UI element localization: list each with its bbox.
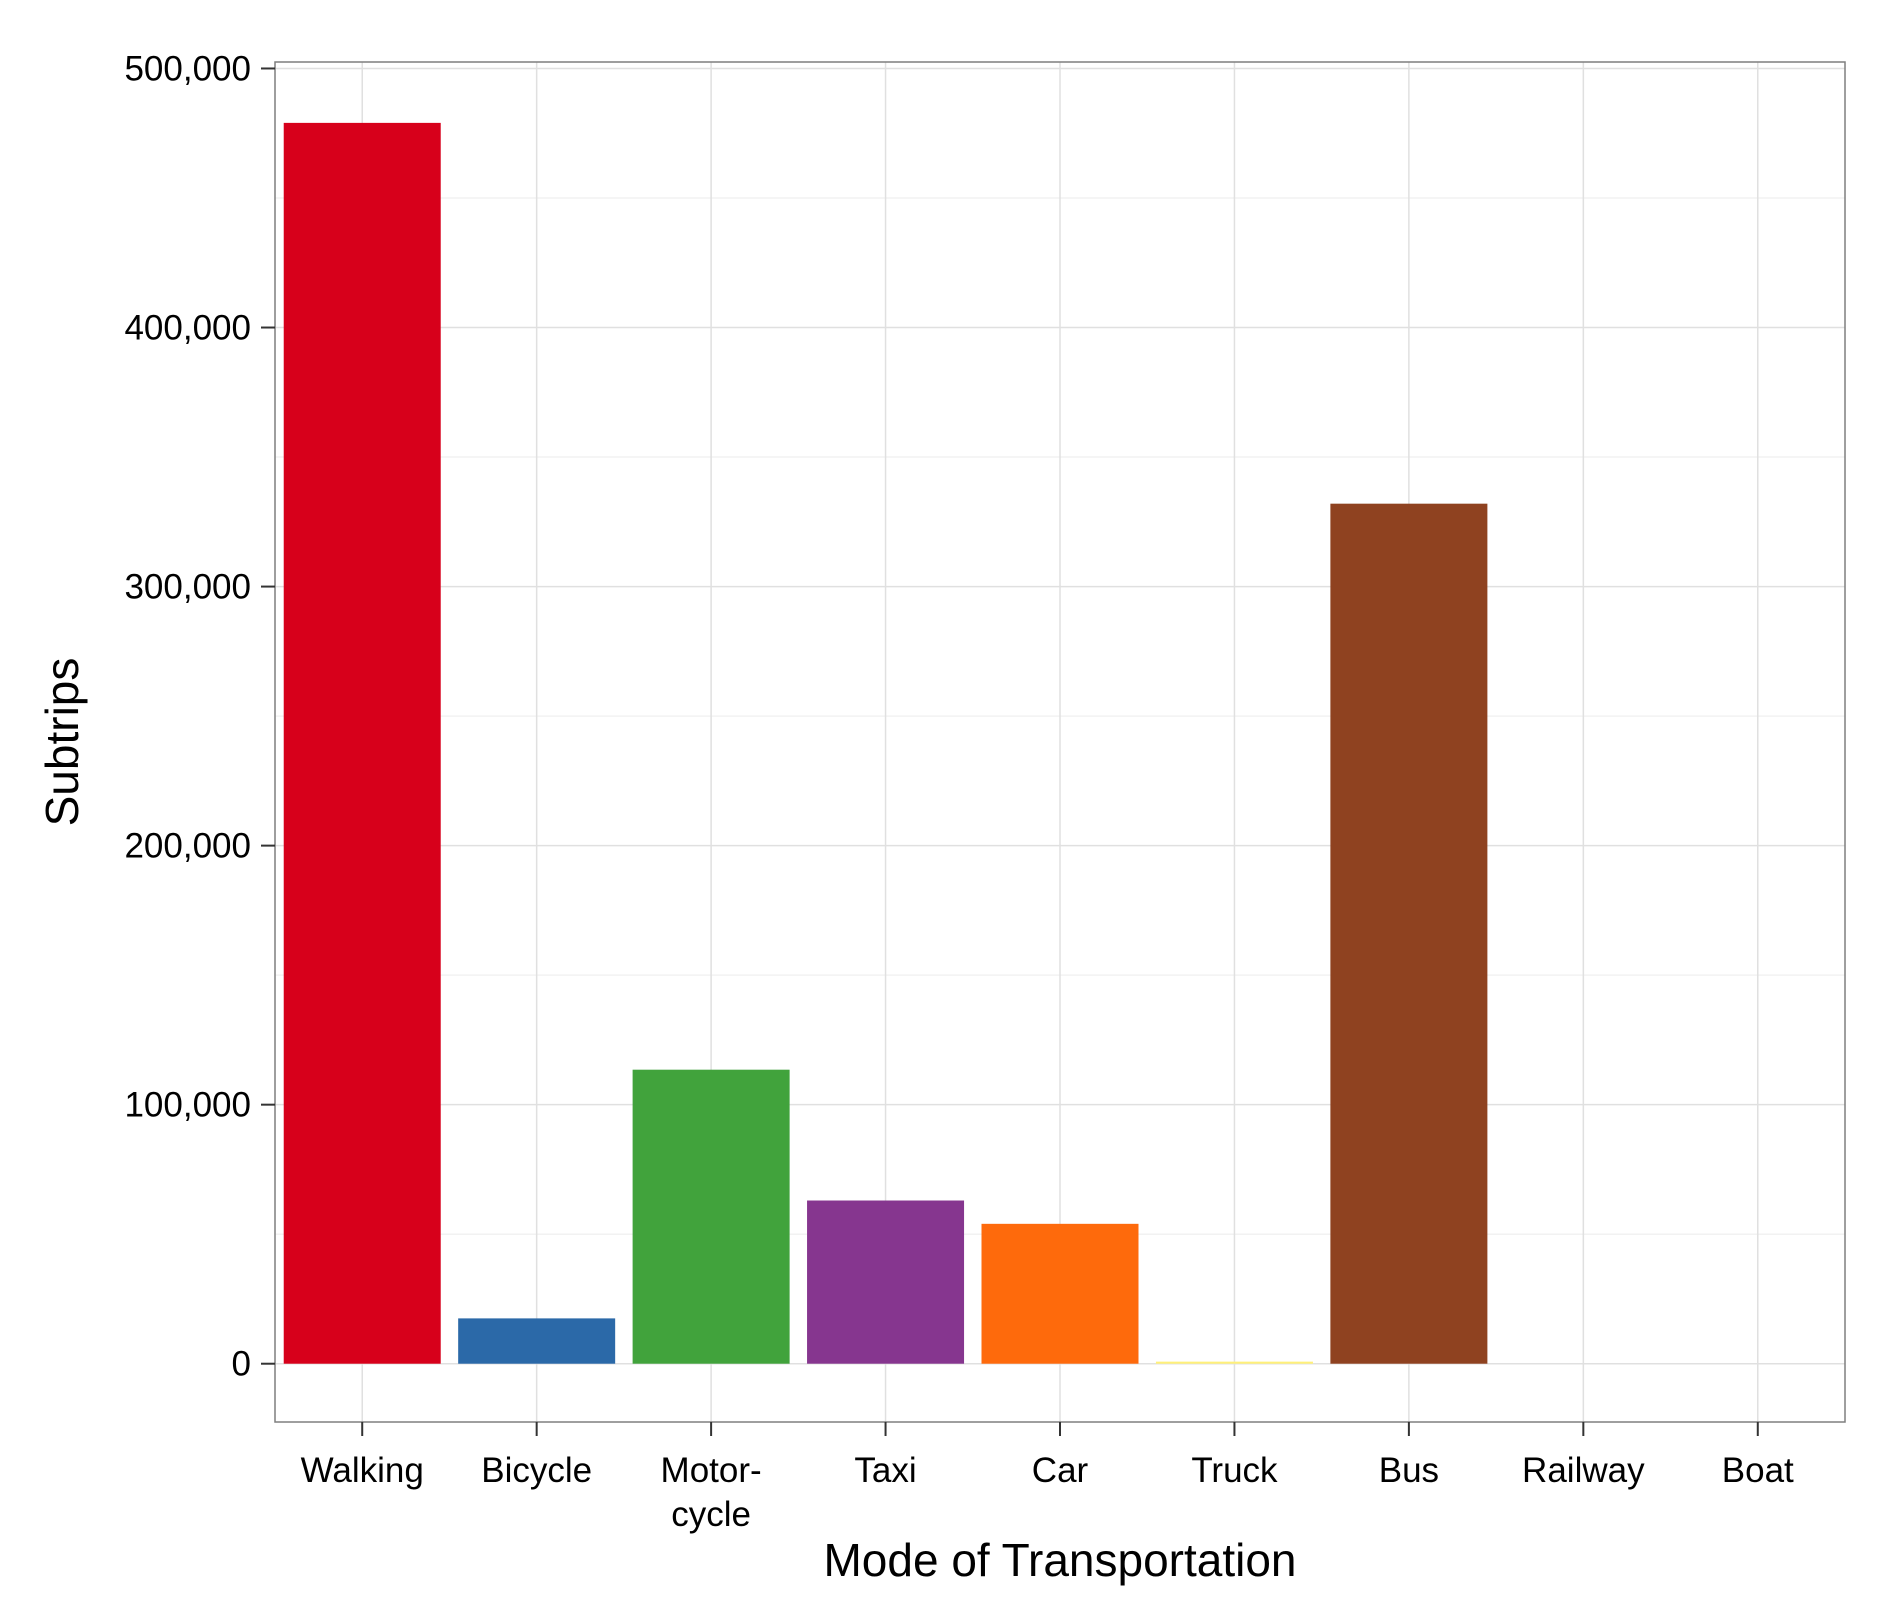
bar — [1330, 503, 1488, 1364]
x-tick-label: Railway — [1522, 1451, 1645, 1490]
y-tick-label: 500,000 — [124, 49, 251, 88]
gridlines — [275, 62, 1845, 1422]
y-tick-label: 200,000 — [124, 827, 251, 866]
y-tick-label: 400,000 — [124, 309, 251, 348]
y-tick-label: 0 — [232, 1345, 251, 1384]
y-axis: 0 100,000 200,000 300,000 400,000 500,000 — [124, 49, 275, 1384]
x-tick-label: Bus — [1379, 1451, 1439, 1490]
bar — [807, 1200, 965, 1364]
x-axis-title: Mode of Transportation — [823, 1534, 1296, 1586]
bar — [1155, 1361, 1313, 1364]
x-tick-label: Taxi — [854, 1451, 916, 1490]
x-tick-label: Bicycle — [481, 1451, 592, 1490]
bar — [632, 1069, 790, 1364]
x-tick-label: Boat — [1722, 1451, 1794, 1490]
y-axis-title: Subtrips — [36, 658, 88, 827]
bar — [981, 1223, 1139, 1364]
y-tick-label: 300,000 — [124, 568, 251, 607]
x-tick-label: Car — [1032, 1451, 1089, 1490]
bar — [458, 1318, 616, 1364]
x-tick-label: Motor-cycle — [661, 1451, 762, 1534]
bar — [283, 122, 441, 1364]
x-axis: Walking Bicycle Motor-cycle Taxi Car Truck Bus… — [301, 1422, 1794, 1534]
y-tick-label: 100,000 — [124, 1086, 251, 1125]
bars — [283, 122, 1488, 1364]
x-tick-label: Walking — [301, 1451, 424, 1490]
x-tick-label: Truck — [1191, 1451, 1278, 1490]
